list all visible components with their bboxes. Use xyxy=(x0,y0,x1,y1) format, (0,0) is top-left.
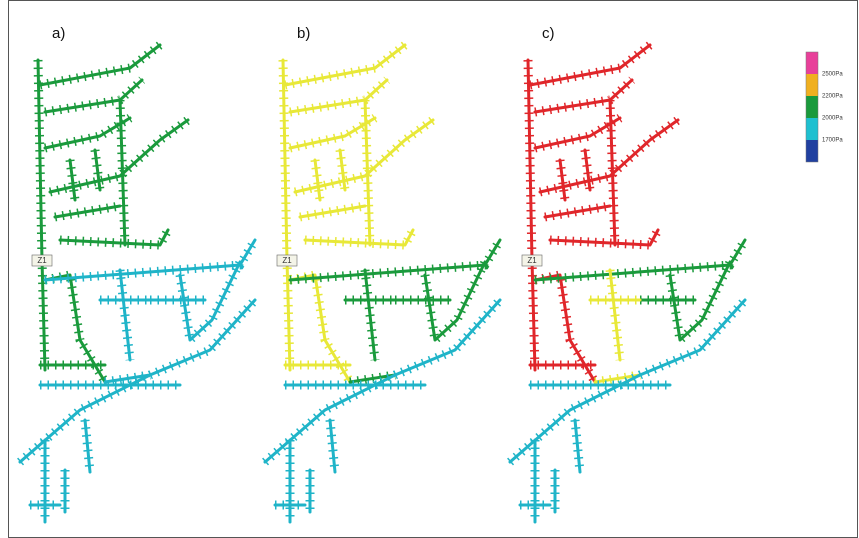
pipe xyxy=(53,204,122,219)
pipe xyxy=(543,204,612,219)
pipe xyxy=(423,260,487,342)
node-box xyxy=(521,254,543,267)
pipe xyxy=(263,298,502,464)
pipe xyxy=(328,418,337,474)
pipe xyxy=(538,118,680,194)
pipe xyxy=(93,148,102,192)
pipe xyxy=(313,158,322,202)
pipe xyxy=(118,268,132,362)
pipe xyxy=(528,43,652,87)
pipe xyxy=(293,118,435,194)
pipe xyxy=(283,43,407,87)
pipe-fittings xyxy=(289,76,391,117)
network-panel: b) Z1 xyxy=(262,25,504,524)
legend-swatch xyxy=(806,118,818,140)
pipe xyxy=(583,148,592,192)
pipe xyxy=(18,298,257,464)
network-panel: c) Z1 xyxy=(507,25,749,524)
pipe-fittings xyxy=(44,114,133,153)
node-box xyxy=(31,254,53,267)
pipe xyxy=(608,268,622,362)
pipe xyxy=(36,58,44,262)
pipe xyxy=(668,260,732,342)
pipe xyxy=(363,268,377,362)
pipe xyxy=(526,58,534,262)
pipe xyxy=(533,116,622,150)
pipe xyxy=(608,98,617,247)
node-label: Z1 xyxy=(37,256,47,265)
legend-label: 2500Pa xyxy=(822,72,843,78)
network-panel: a) Z1 xyxy=(17,25,259,524)
legend-label: 1700Pa xyxy=(822,138,843,144)
pipe xyxy=(303,228,415,247)
pipe-fittings xyxy=(534,114,623,153)
legend-border xyxy=(805,51,819,163)
pipe-fittings xyxy=(534,76,636,117)
pipe xyxy=(40,258,47,372)
node-label: Z1 xyxy=(282,256,292,265)
pipe-fittings xyxy=(44,76,146,117)
pipe xyxy=(48,118,190,194)
panel-label: b) xyxy=(297,25,310,42)
pipe xyxy=(281,58,289,262)
legend-swatch xyxy=(806,140,818,162)
pipe xyxy=(83,418,92,474)
pipe xyxy=(338,148,347,192)
node-label: Z1 xyxy=(527,256,537,265)
pipe xyxy=(68,158,77,202)
panel-label: c) xyxy=(542,25,555,42)
legend: 2500Pa 2200Pa 2000Pa 1700Pa xyxy=(805,51,843,163)
legend-label: 2000Pa xyxy=(822,116,843,122)
legend-swatch xyxy=(806,74,818,96)
pipe xyxy=(363,98,372,247)
pipe xyxy=(530,258,537,372)
pipe xyxy=(38,43,162,87)
pipe xyxy=(178,260,242,342)
pipe xyxy=(285,258,292,372)
pipe xyxy=(298,204,367,219)
pipe xyxy=(118,98,127,247)
pipe xyxy=(43,116,132,150)
pipe xyxy=(573,418,582,474)
legend-swatch xyxy=(806,96,818,118)
pipe xyxy=(508,298,747,464)
panel-label: a) xyxy=(52,25,65,42)
pipe xyxy=(548,228,660,247)
pipe-fittings xyxy=(289,114,378,153)
node-box xyxy=(276,254,298,267)
pipe xyxy=(558,158,567,202)
pipe xyxy=(58,228,170,247)
legend-swatch xyxy=(806,52,818,74)
legend-label: 2200Pa xyxy=(822,94,843,100)
pipe xyxy=(288,116,377,150)
